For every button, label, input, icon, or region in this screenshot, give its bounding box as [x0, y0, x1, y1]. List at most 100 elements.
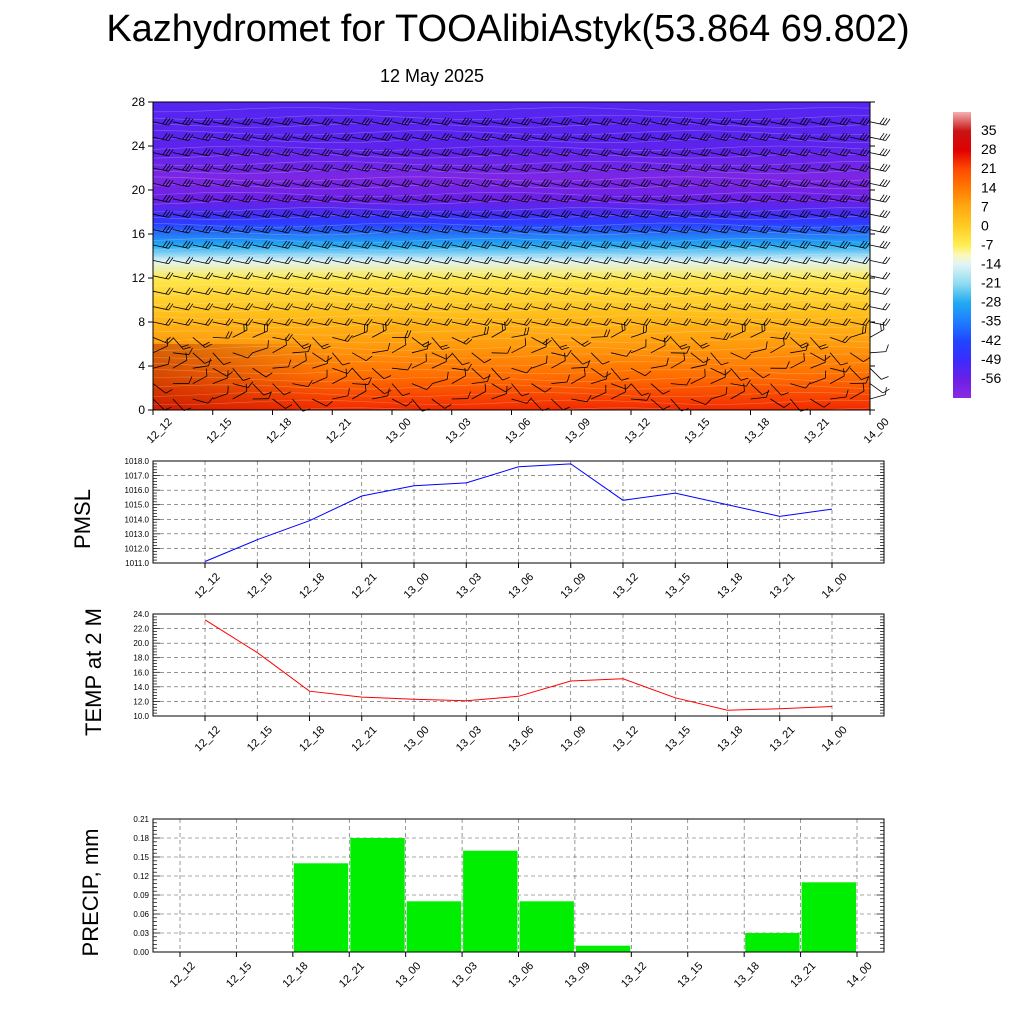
xtick-label: 13_06 [506, 571, 536, 601]
wind-barb [272, 117, 293, 126]
contour-line [152, 369, 871, 375]
wind-barb [869, 287, 891, 295]
xtick-label: 13_09 [558, 724, 588, 754]
wind-barb [431, 318, 453, 326]
wind-barb [511, 318, 532, 326]
wind-barb [770, 302, 791, 311]
wind-barb [212, 225, 234, 234]
wind-barb [810, 287, 831, 295]
wind-barb [391, 117, 413, 126]
wind-barb [352, 148, 373, 157]
wind-barb [571, 225, 592, 234]
wind-barb [152, 256, 174, 265]
wind-barb [391, 209, 413, 218]
wind-barb [232, 179, 254, 188]
wind-barb [292, 240, 313, 249]
ytick-label: 1018.0 [125, 457, 150, 466]
wind-barb [391, 337, 407, 354]
wind-barb [790, 353, 805, 369]
wind-barb [411, 272, 433, 280]
wind-barb [372, 209, 393, 218]
wind-barb [332, 225, 353, 234]
wind-barb [750, 389, 770, 400]
wind-barb [152, 356, 171, 369]
wind-barb [670, 318, 692, 326]
wind-barb [850, 256, 871, 265]
wind-barb [411, 194, 433, 203]
wind-barb [850, 209, 871, 218]
wind-barb [292, 148, 313, 157]
heatmap-xtick-label: 13_12 [623, 416, 653, 446]
wind-barb [252, 302, 273, 311]
wind-barb [212, 163, 234, 172]
ytick-label: 14.0 [133, 683, 149, 692]
wind-barb [152, 225, 174, 234]
wind-barb [411, 209, 433, 218]
wind-barb [312, 179, 333, 188]
wind-barb [670, 302, 692, 311]
wind-barb [591, 225, 612, 234]
wind-barb [451, 272, 473, 280]
wind-barb [551, 318, 572, 326]
wind-barb [232, 132, 254, 141]
wind-barb [730, 209, 751, 218]
wind-barb [172, 209, 194, 218]
wind-barb [292, 272, 313, 280]
wind-barb [710, 240, 732, 249]
wind-barb [630, 148, 652, 157]
wind-barb [770, 398, 791, 408]
wind-barb [730, 383, 745, 400]
wind-barb [172, 163, 194, 172]
wind-barb [431, 398, 452, 409]
wind-barb [312, 225, 333, 234]
wind-barb [610, 384, 626, 400]
wind-barb [232, 318, 254, 326]
wind-barb [830, 389, 849, 400]
wind-barb [212, 272, 234, 280]
wind-barb [611, 163, 632, 172]
chart-subtitle-date: 12 May 2025 [379, 66, 485, 86]
wind-barb [391, 383, 410, 396]
wind-barb [630, 209, 652, 218]
wind-barb [491, 194, 512, 203]
ytick-label: 0.18 [133, 834, 149, 843]
colorbar-label: -21 [981, 275, 1001, 291]
temp-2m-panel: 10.0 12.0 14.0 16.0 18.0 20.0 22.0 24.0 12_12 12_… [81, 608, 885, 754]
wind-barb [730, 323, 746, 338]
ytick-label: 22.0 [133, 625, 149, 634]
wind-barb [212, 318, 234, 326]
wind-barb [352, 377, 372, 385]
wind-barb [272, 256, 293, 265]
wind-barb [332, 148, 353, 157]
wind-barb [869, 194, 891, 203]
wind-barb [252, 194, 273, 203]
wind-barb [790, 209, 811, 218]
wind-barb [591, 179, 612, 188]
wind-barb [491, 385, 508, 400]
wind-barb [471, 272, 493, 280]
wind-barb [192, 287, 214, 295]
wind-barb [411, 383, 433, 390]
ytick-label: 12.0 [133, 697, 149, 706]
heatmap-ytick-label: 8 [138, 315, 145, 329]
ytick-label: 0.15 [133, 853, 149, 862]
wind-barb [411, 240, 433, 249]
wind-barb [830, 302, 851, 311]
wind-barb [352, 225, 373, 234]
wind-barb [690, 287, 712, 295]
wind-barb [391, 163, 413, 172]
wind-barb [551, 163, 572, 172]
colorbar-label: 21 [981, 160, 997, 176]
wind-barb [650, 357, 669, 369]
wind-barb [431, 117, 453, 126]
wind-barb [670, 256, 692, 265]
wind-barb [232, 148, 254, 157]
wind-barb [571, 352, 590, 365]
wind-barb [152, 287, 174, 295]
ytick-label: 10.0 [133, 712, 149, 721]
wind-barb [352, 209, 373, 218]
wind-barb [630, 240, 652, 249]
wind-barb [511, 148, 532, 157]
contour-line [152, 353, 871, 359]
wind-barb [591, 318, 612, 326]
